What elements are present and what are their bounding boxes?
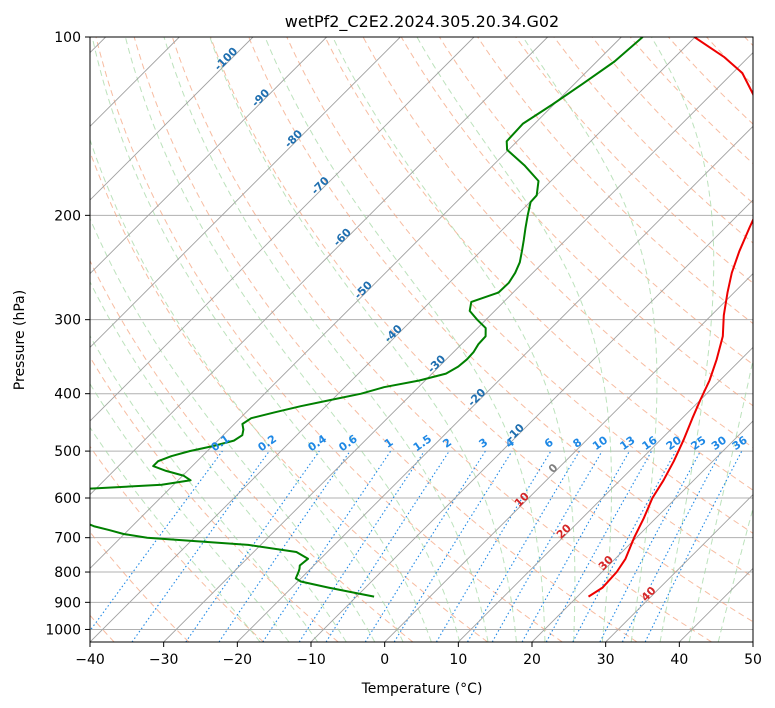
moist-adiabat-line	[209, 37, 517, 642]
x-tick-label: 30	[597, 652, 615, 668]
plot-frame	[89, 36, 754, 643]
y-tick-label: 1000	[45, 622, 81, 638]
moist-adiabat-line	[717, 506, 753, 642]
isotherm-line	[605, 494, 753, 642]
isobar-gridlines	[90, 37, 753, 630]
dry-adiabat-line	[324, 37, 753, 491]
y-tick-label: 800	[54, 565, 81, 581]
x-tick-label: 20	[523, 652, 541, 668]
mixing-ratio-line	[325, 450, 450, 642]
y-tick-label: 500	[54, 444, 81, 460]
moist-adiabat-line	[650, 37, 715, 642]
dry-adiabat-line	[171, 37, 712, 642]
x-tick-label: 50	[744, 652, 762, 668]
moist-adiabat-line	[90, 280, 347, 642]
y-tick-label: 400	[54, 387, 81, 403]
mixing-ratio-line	[521, 450, 630, 642]
y-axis-title: Pressure (hPa)	[12, 290, 28, 390]
moist-adiabat-line	[163, 37, 489, 642]
x-axis-title: Temperature (°C)	[361, 681, 483, 697]
isotherm-line	[90, 37, 622, 569]
x-tick-label: 10	[449, 652, 467, 668]
y-tick-label: 300	[54, 313, 81, 329]
mixing-ratio-line	[218, 450, 351, 642]
isotherm-line	[237, 125, 753, 642]
mixing-ratio-line	[393, 450, 513, 642]
isotherm-line	[458, 346, 753, 642]
dry-adiabat-line	[400, 37, 753, 407]
mixing-ratio-line	[90, 450, 223, 632]
moist-adiabat-line	[416, 37, 612, 642]
dry-adiabat-line	[95, 37, 563, 642]
isotherm-line	[90, 37, 401, 348]
y-tick-label: 600	[54, 491, 81, 507]
chart-title: wetPf2_C2E2.2024.305.20.34.G02	[285, 12, 559, 32]
mixing-ratio-line	[298, 450, 425, 642]
y-tick-label: 900	[54, 595, 81, 611]
dry-adiabat-line	[477, 37, 753, 325]
isotherm-line	[90, 37, 327, 275]
moist-adiabat-line	[90, 217, 376, 642]
dry-adiabats	[90, 37, 753, 642]
x-tick-label: 0	[380, 652, 389, 668]
sounding-series	[90, 37, 753, 598]
y-axis-ticks: 100 200 300 400 500 600 700 800 900 1000	[45, 30, 90, 638]
mixing-ratio-line	[185, 450, 320, 642]
moist-adiabat-line	[688, 357, 753, 642]
isotherm-line	[384, 273, 753, 642]
dry-adiabat-line	[515, 37, 753, 284]
isotherm-line	[163, 52, 753, 642]
x-tick-label: −10	[296, 652, 326, 668]
x-tick-label: −40	[75, 652, 105, 668]
y-tick-label: 700	[54, 531, 81, 547]
dry-adiabat-line	[90, 445, 264, 642]
mixing-ratio-lines	[90, 450, 743, 642]
moist-adiabat-line	[90, 334, 319, 642]
isotherm-line	[310, 199, 753, 642]
mixing-ratio-line	[545, 450, 653, 642]
x-tick-label: 40	[670, 652, 688, 668]
dewpoint-profile-line	[90, 37, 644, 598]
dry-adiabat-line	[90, 259, 414, 642]
isotherm-line	[90, 37, 475, 422]
y-tick-label: 100	[54, 30, 81, 46]
moist-adiabat-line	[90, 138, 404, 642]
y-tick-label: 200	[54, 208, 81, 224]
moist-adiabat-line	[124, 37, 461, 642]
dry-adiabat-line	[629, 37, 753, 165]
isotherm-line	[90, 37, 548, 496]
x-tick-label: −30	[149, 652, 179, 668]
mixing-ratio-line	[644, 450, 743, 642]
mixing-ratio-line	[262, 450, 392, 642]
moist-adiabat-line	[91, 37, 432, 642]
x-axis-ticks: −40 −30 −20 −10 0 10 20 30 40 50	[75, 642, 762, 668]
moist-adiabat-line	[332, 37, 576, 642]
mixing-ratio-line	[131, 450, 270, 642]
isotherm-line	[90, 37, 254, 201]
dry-adiabat-line	[591, 37, 753, 204]
temperature-profile-line	[587, 37, 753, 598]
dry-adiabat-line	[133, 37, 638, 642]
x-tick-label: −20	[223, 652, 253, 668]
dry-adiabat-line	[248, 37, 753, 578]
mixing-ratio-line	[572, 450, 677, 642]
